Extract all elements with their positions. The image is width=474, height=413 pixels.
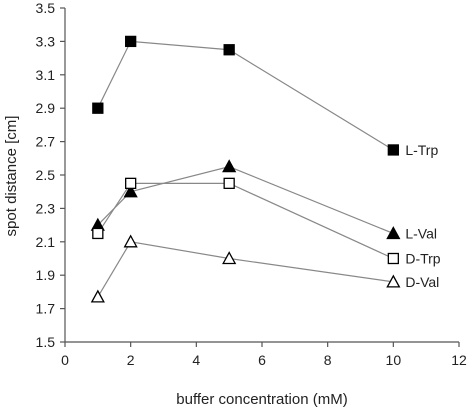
x-tick-label: 10	[386, 352, 402, 368]
series-label-d-val: D-Val	[405, 274, 439, 290]
series-line-l-trp	[97, 40, 394, 151]
y-tick-label: 2.7	[36, 134, 56, 150]
y-tick-label: 2.5	[36, 167, 56, 183]
data-point-l-val	[386, 226, 401, 240]
y-tick-label: 2.3	[36, 200, 56, 216]
data-point-d-val	[90, 289, 105, 303]
data-point-d-trp	[125, 177, 137, 190]
data-point-l-trp	[92, 102, 104, 114]
series-label-l-trp: L-Trp	[405, 142, 438, 158]
series-line-d-trp	[97, 182, 394, 260]
y-tick-label: 3.1	[36, 67, 56, 83]
y-tick-label: 3.5	[36, 0, 56, 16]
series-line-l-val	[97, 166, 394, 235]
y-tick-label: 1.9	[36, 267, 56, 283]
y-tick-label: 2.9	[36, 100, 56, 116]
y-tick-label: 3.3	[36, 33, 56, 49]
x-tick-label: 12	[451, 352, 467, 368]
x-tick-label: 8	[324, 352, 332, 368]
series-labels: L-Trp L-Val D-Trp D-Val	[405, 142, 440, 290]
data-point-d-trp	[92, 227, 104, 240]
data-point-l-val	[222, 159, 237, 173]
series-line-d-val	[97, 241, 394, 298]
series-markers	[90, 35, 401, 303]
series-label-l-val: L-Val	[405, 225, 437, 241]
y-tick-label: 1.5	[36, 334, 56, 350]
data-point-d-trp	[223, 177, 235, 190]
x-tick-label: 0	[61, 352, 69, 368]
data-point-d-val	[123, 234, 138, 248]
data-point-l-trp	[387, 144, 399, 156]
y-tick-label: 2.1	[36, 234, 56, 250]
data-point-d-val	[386, 274, 401, 288]
series-lines	[97, 40, 394, 298]
data-point-l-trp	[125, 35, 137, 48]
data-point-d-trp	[387, 252, 399, 265]
x-axis-title: buffer concentration (mM)	[176, 391, 347, 408]
series-label-d-trp: D-Trp	[405, 251, 440, 267]
data-point-l-trp	[223, 44, 235, 56]
x-tick-label: 2	[127, 352, 135, 368]
y-tick-label: 1.7	[36, 301, 56, 317]
axes: 1.5 1.7 1.9 2.1 2.3 2.5 2.7 2.9 3.1 3.3 3.5 0 2 4 6 8 10…	[36, 0, 467, 368]
x-tick-label: 4	[192, 352, 200, 368]
y-axis-title: spot distance [cm]	[3, 116, 20, 237]
data-point-d-val	[222, 251, 237, 265]
data-point-l-val	[123, 184, 138, 198]
x-tick-label: 6	[258, 352, 266, 368]
